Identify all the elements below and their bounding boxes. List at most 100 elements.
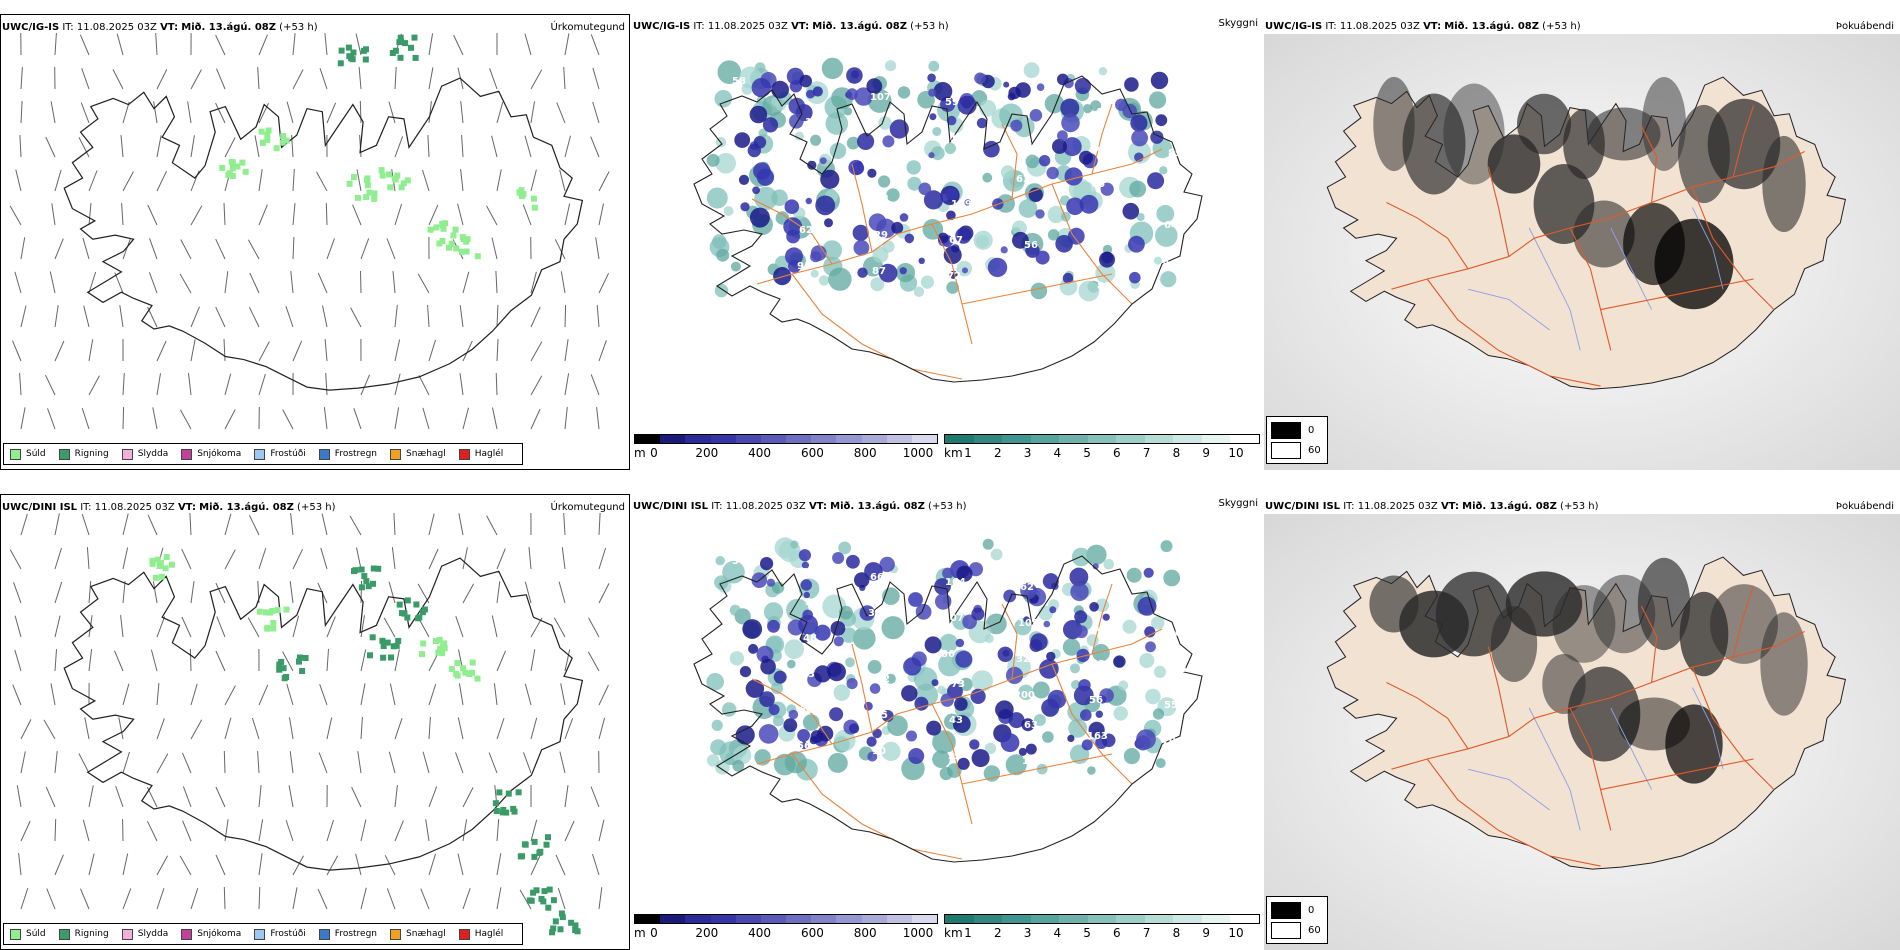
cloud-base-cell — [800, 579, 812, 591]
wind-barb — [530, 375, 543, 396]
wind-barb — [522, 204, 532, 226]
visibility-cell — [754, 186, 778, 211]
wind-barb — [45, 786, 56, 808]
wind-barb — [181, 616, 192, 638]
wind-barb — [590, 136, 600, 158]
cloud-base-cell — [983, 140, 1000, 158]
precip-cell — [460, 665, 467, 672]
fog-index-panel-bottom: UWC/DINI ISL IT: 11.08.2025 03Z VT: Mið.… — [1264, 494, 1900, 950]
visibility-cell — [1153, 256, 1162, 265]
visibility-cell — [730, 261, 741, 272]
cloud-base-cell — [945, 187, 959, 201]
wind-barb — [258, 373, 266, 396]
cloud-base-label: 48 — [1170, 112, 1184, 123]
wind-barb — [458, 683, 464, 706]
precip-cell — [397, 54, 404, 61]
legend-swatch — [458, 448, 470, 460]
wind-barb — [122, 513, 129, 536]
wind-barb — [258, 684, 269, 706]
cloud-base-label: 38 — [805, 597, 819, 608]
cloud-base-cell — [1130, 114, 1148, 132]
cloud-base-label: 13 — [1091, 659, 1105, 670]
cloud-base-cell — [756, 645, 774, 663]
wind-barb — [292, 548, 304, 570]
wind-barb — [360, 819, 367, 842]
precip-cell — [370, 565, 377, 572]
wind-barb — [388, 101, 396, 124]
cloud-base-cell — [814, 665, 832, 683]
visibility-cell — [1033, 714, 1046, 726]
wind-barb — [592, 67, 600, 90]
wind-barb — [180, 239, 192, 260]
wind-barb — [156, 135, 162, 158]
wind-barb — [122, 238, 131, 260]
cloud-base-cell — [773, 670, 787, 684]
colorbar-tick: 7 — [1142, 446, 1151, 460]
cloud-base-cell — [1073, 685, 1094, 706]
visibility-cell — [867, 89, 892, 113]
cloud-base-label: 89 — [1168, 148, 1182, 159]
precip-cell — [397, 34, 404, 41]
colorbar-tick: 600 — [800, 446, 824, 460]
cloud-base-cell — [1021, 718, 1035, 732]
wind-barb — [122, 171, 134, 192]
visibility-cell — [1005, 754, 1027, 776]
cloud-base-cell — [987, 257, 1008, 278]
precip-cell — [234, 163, 241, 170]
wind-barb — [54, 854, 64, 876]
cloud-base-cell — [800, 741, 808, 750]
wind-barb — [251, 717, 260, 740]
wind-barb — [530, 408, 541, 430]
wind-barb — [428, 716, 431, 740]
colorbar-tick: 3 — [1023, 446, 1032, 460]
wind-barb — [216, 68, 226, 90]
cloud-base-cell — [1047, 689, 1067, 709]
visibility-cell — [825, 112, 849, 135]
colorbar-tick: 6 — [1113, 926, 1121, 940]
wind-barb — [360, 615, 365, 638]
wind-barb — [598, 171, 610, 192]
wind-barb — [248, 306, 260, 328]
cloud-base-cell — [899, 213, 909, 222]
colorbar-segment — [911, 435, 938, 443]
cloud-base-cell — [1080, 709, 1092, 721]
cloud-base-label: 62 — [1020, 582, 1034, 593]
wind-barb — [282, 409, 294, 430]
cloud-base-cell — [758, 724, 779, 744]
precip-cell — [362, 56, 369, 63]
precip-cell — [263, 609, 269, 616]
colorbar-tick: 1000 — [902, 926, 934, 940]
wind-barb — [530, 649, 536, 672]
cloud-base-cell — [901, 685, 918, 702]
wind-barb — [122, 581, 126, 604]
wind-barb — [394, 373, 401, 396]
wind-barb — [290, 513, 294, 536]
cloud-base-cell — [1102, 613, 1110, 621]
cloud-base-cell — [933, 82, 953, 101]
visibility-cell — [774, 537, 796, 559]
colorbar-tick: 800 — [853, 446, 877, 460]
precip-cell — [510, 805, 517, 812]
wind-barb — [394, 136, 404, 158]
wind-barb — [292, 340, 303, 362]
cloud-base-cell — [869, 683, 881, 694]
wind-barb — [590, 786, 600, 808]
wind-barb — [248, 514, 260, 536]
fog-legend-min: 0 — [1308, 425, 1315, 436]
cloud-base-cell — [760, 557, 774, 571]
wind-barb — [54, 818, 57, 842]
precip-cell — [162, 565, 169, 572]
precip-cell — [363, 194, 370, 201]
visibility-cell — [870, 277, 885, 292]
visibility-cell — [946, 281, 959, 294]
visibility-cell — [1062, 638, 1081, 656]
colorbar-tick: 9 — [1202, 446, 1211, 460]
visibility-cell — [887, 715, 908, 736]
cloud-base-cell — [1089, 602, 1099, 612]
fog-cell — [1707, 98, 1781, 190]
wind-barb — [122, 683, 130, 706]
colorbar-segment — [861, 435, 887, 443]
wind-barb — [496, 101, 504, 124]
wind-barb — [519, 889, 532, 910]
visibility-cell — [1118, 680, 1129, 691]
